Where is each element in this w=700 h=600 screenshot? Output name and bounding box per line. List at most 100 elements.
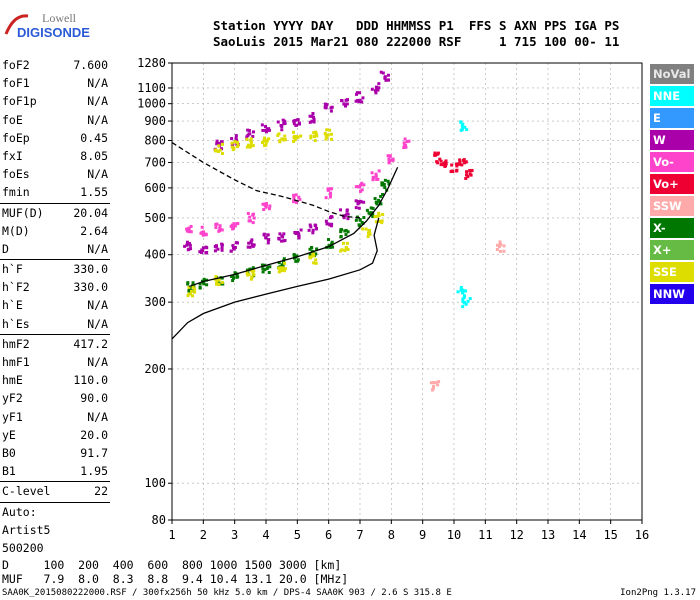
param-row: yF2 90.0 — [0, 389, 110, 407]
trace-point — [297, 195, 301, 199]
legend-item: Vo- — [650, 152, 694, 172]
trace-point — [310, 119, 314, 123]
trace-point — [461, 159, 465, 163]
trace-point — [328, 128, 332, 132]
trace-point — [358, 91, 362, 95]
trace-point — [245, 271, 249, 275]
trace-point — [220, 242, 224, 246]
param-name: h`E — [2, 298, 23, 313]
param-value: N/A — [87, 316, 108, 331]
trace-point — [378, 219, 382, 223]
trace-point — [249, 139, 253, 143]
x-tick-label: 13 — [541, 528, 555, 542]
trace-point — [235, 273, 239, 277]
legend-item: E — [650, 108, 694, 128]
trace-point — [236, 222, 240, 226]
trace-point — [234, 134, 238, 138]
trace-point — [309, 136, 313, 140]
trace-point — [188, 292, 192, 296]
param-row: MUF(D) 20.04 — [0, 204, 110, 222]
trace-point — [324, 106, 328, 110]
trace-point — [382, 182, 386, 186]
trace-point — [220, 246, 224, 250]
trace-point — [283, 261, 287, 265]
trace-point — [377, 82, 381, 86]
x-tick-label: 7 — [356, 528, 363, 542]
trace-point — [231, 227, 235, 231]
x-tick-label: 1 — [168, 528, 175, 542]
trace-group — [185, 137, 411, 237]
trace-point — [498, 243, 502, 247]
trace-point — [249, 140, 253, 144]
trace-point — [379, 194, 383, 198]
trace-point — [264, 141, 268, 145]
trace-point — [294, 123, 298, 127]
param-row: B0 91.7 — [0, 444, 110, 462]
trace-point — [283, 134, 287, 138]
trace-point — [231, 275, 235, 279]
trace-point — [450, 169, 454, 173]
trace-point — [215, 139, 219, 143]
trace-point — [345, 102, 349, 106]
trace-point — [264, 236, 268, 240]
trace-point — [200, 251, 204, 255]
trace-point — [346, 247, 350, 251]
trace-point — [247, 273, 251, 277]
trace-point — [267, 207, 271, 211]
param-name: C-level — [2, 484, 51, 499]
param-row: foEs N/A — [0, 165, 110, 183]
trace-point — [264, 128, 268, 132]
trace-point — [245, 135, 249, 139]
trace-point — [260, 123, 264, 127]
trace-point — [186, 294, 190, 298]
param-name: h`Es — [2, 316, 30, 331]
trace-point — [202, 233, 206, 237]
trace-point — [498, 240, 502, 244]
trace-point — [296, 258, 300, 262]
trace-point — [383, 178, 387, 182]
trace-point — [214, 226, 218, 230]
param-value: N/A — [87, 409, 108, 424]
trace-point — [276, 120, 280, 124]
trace-point — [308, 255, 312, 259]
trace-point — [262, 233, 266, 237]
trace-point — [339, 234, 343, 238]
trace-point — [308, 223, 312, 227]
trace-point — [324, 137, 328, 141]
trace-point — [456, 290, 460, 294]
trace-point — [310, 246, 314, 250]
trace-point — [215, 279, 219, 283]
trace-point — [339, 230, 343, 234]
trace-point — [214, 245, 218, 249]
trace-point — [466, 299, 470, 303]
trace-point — [362, 183, 366, 187]
legend-item: SSW — [650, 196, 694, 216]
trace-point — [282, 239, 286, 243]
trace-point — [312, 261, 316, 265]
trace-point — [307, 228, 311, 232]
trace-group — [433, 151, 474, 180]
x-tick-label: 14 — [572, 528, 586, 542]
trace-point — [340, 99, 344, 103]
trace-point — [249, 277, 253, 281]
param-value: 0.45 — [80, 130, 108, 145]
y-tick-label: 600 — [144, 181, 166, 195]
trace-point — [231, 148, 235, 152]
trace-point — [311, 253, 315, 257]
param-name: foEp — [2, 130, 30, 145]
trace-point — [230, 137, 234, 141]
trace-point — [461, 126, 465, 130]
legend-item: Vo+ — [650, 174, 694, 194]
trace-point — [214, 282, 218, 286]
trace-point — [248, 267, 252, 271]
trace-point — [292, 196, 296, 200]
y-tick-label: 100 — [144, 476, 166, 490]
legend-item: SSE — [650, 262, 694, 282]
trace-point — [267, 137, 271, 141]
trace-point — [343, 249, 347, 253]
param-name: M(D) — [2, 223, 30, 238]
trace-point — [376, 177, 380, 181]
trace-point — [329, 216, 333, 220]
trace-point — [311, 111, 315, 115]
trace-point — [248, 145, 252, 149]
